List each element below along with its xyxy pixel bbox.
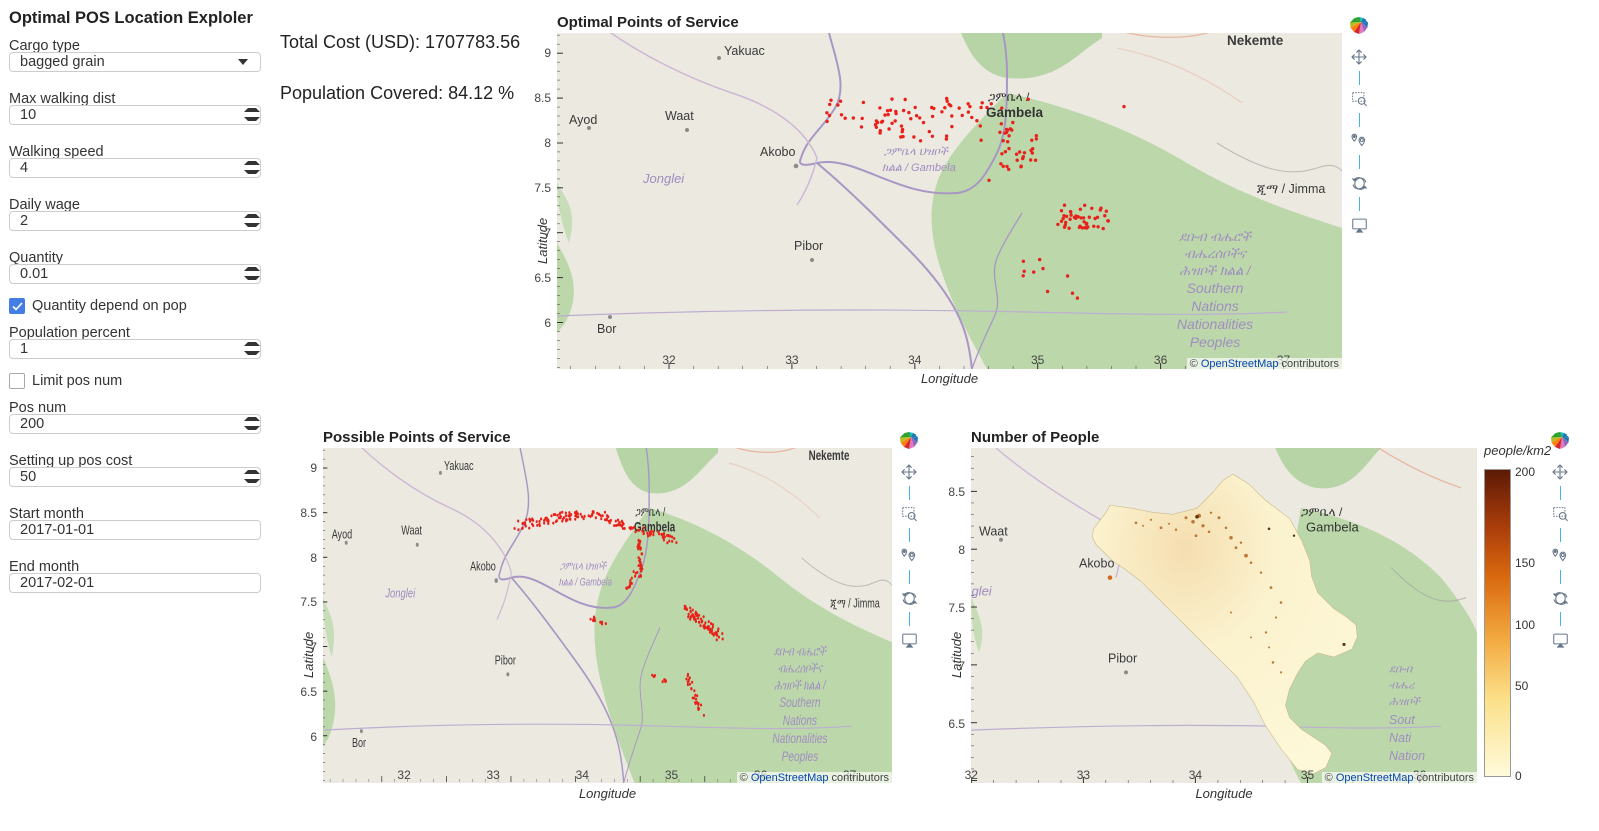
svg-text:Nati: Nati — [1389, 731, 1412, 745]
svg-text:Nekemte: Nekemte — [1227, 33, 1284, 48]
svg-text:ክልል / Gambela: ክልል / Gambela — [559, 576, 612, 589]
svg-text:ጋምቤላ /: ጋምቤላ / — [988, 90, 1030, 104]
svg-text:Gambela: Gambela — [1306, 520, 1359, 535]
svg-text:ብሔረሰቦችና: ብሔረሰቦችና — [1184, 246, 1248, 261]
svg-text:Ayod: Ayod — [569, 113, 597, 127]
svg-text:ደቡብ ብሔሮች: ደቡብ ብሔሮች — [1179, 229, 1253, 244]
svg-text:Ayod: Ayod — [332, 528, 352, 542]
svg-text:Waat: Waat — [665, 109, 694, 123]
svg-text:ጋምቤላ ህዝቦች: ጋምቤላ ህዝቦች — [884, 146, 949, 158]
svg-text:ሕዝቦች ክልል /: ሕዝቦች ክልል / — [1180, 263, 1252, 278]
svg-text:ጂማ / Jimma: ጂማ / Jimma — [1257, 182, 1325, 196]
svg-text:Jonglei: Jonglei — [642, 171, 685, 186]
svg-text:ጂማ / Jimma: ጂማ / Jimma — [830, 597, 880, 611]
svg-text:ሕዝቦች ክልል /: ሕዝቦች ክልል / — [774, 679, 827, 693]
svg-text:Yakuac: Yakuac — [724, 44, 765, 58]
svg-text:ሕዝቦች: ሕዝቦች — [1389, 696, 1421, 708]
svg-text:ብሔረ: ብሔረ — [1389, 679, 1415, 691]
svg-text:ጋምቤላ /: ጋምቤላ / — [1301, 505, 1343, 519]
svg-text:onglei: onglei — [971, 584, 993, 599]
svg-text:Yakuac: Yakuac — [444, 460, 474, 474]
svg-text:ጋምቤላ ህዝቦች: ጋምቤላ ህዝቦች — [560, 560, 607, 573]
svg-text:Nekemte: Nekemte — [809, 449, 850, 464]
svg-text:Waat: Waat — [979, 525, 1008, 539]
svg-text:Nations: Nations — [1191, 298, 1238, 314]
svg-text:ብሔረሰቦችና: ብሔረሰቦችና — [778, 662, 824, 676]
svg-text:Sout: Sout — [1389, 713, 1415, 727]
svg-text:Nationalities: Nationalities — [772, 731, 827, 747]
svg-text:Gambela: Gambela — [634, 520, 676, 535]
svg-text:Nationalities: Nationalities — [1177, 316, 1253, 332]
svg-text:Pibor: Pibor — [1108, 651, 1137, 665]
svg-text:Gambela: Gambela — [986, 105, 1044, 120]
svg-text:Bor: Bor — [352, 737, 366, 751]
svg-text:Waat: Waat — [401, 524, 422, 538]
svg-text:Akobo: Akobo — [1079, 557, 1114, 571]
svg-text:ደቡብ ብሔሮች: ደቡብ ብሔሮች — [774, 645, 827, 659]
svg-text:Peoples: Peoples — [782, 748, 819, 764]
svg-text:Jonglei: Jonglei — [385, 587, 416, 601]
svg-text:Pibor: Pibor — [495, 654, 516, 668]
svg-text:ጋምቤላ /: ጋምቤላ / — [635, 507, 665, 520]
svg-text:Southern: Southern — [779, 695, 820, 711]
svg-text:Bor: Bor — [597, 322, 616, 336]
svg-text:Southern: Southern — [1187, 280, 1244, 296]
svg-text:Nations: Nations — [783, 713, 817, 729]
svg-text:Peoples: Peoples — [1190, 334, 1241, 350]
svg-text:Pibor: Pibor — [794, 239, 823, 253]
svg-text:ደቡብ: ደቡብ — [1389, 663, 1413, 675]
svg-text:ክልል / Gambela: ክልል / Gambela — [882, 162, 956, 174]
svg-text:Akobo: Akobo — [760, 145, 795, 159]
svg-text:Nation: Nation — [1389, 749, 1425, 763]
svg-text:Akobo: Akobo — [470, 560, 496, 574]
